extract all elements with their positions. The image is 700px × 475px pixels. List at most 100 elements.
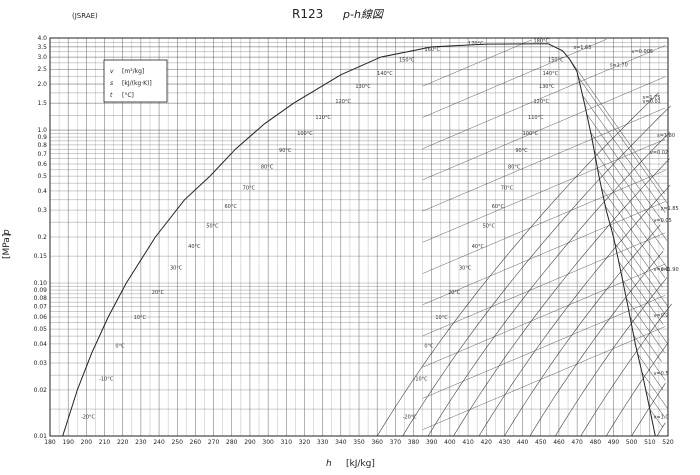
isotherm-label: 30°C [459, 265, 472, 271]
x-tick-label: 370 [390, 439, 402, 446]
isotherm-line [618, 261, 664, 325]
isotherm-label: 150°C [548, 58, 564, 64]
x-tick-label: 430 [499, 439, 511, 446]
isotherm-label: 120°C [533, 99, 549, 105]
y-tick-label: 3.5 [37, 44, 47, 51]
saturated-liquid-line [62, 43, 549, 437]
legend-frame [103, 59, 168, 103]
isochore-line [422, 139, 666, 243]
isentrope-line [427, 132, 670, 437]
isotherm-label: 90°C [515, 148, 528, 154]
y-axis-symbol: p [2, 229, 12, 236]
legend-v-symbol: v [110, 68, 114, 75]
y-tick-label: 0.10 [34, 280, 48, 287]
isentrope-label: s=1.80 [657, 133, 675, 139]
isotherm-line [626, 298, 665, 353]
x-tick-label: 400 [444, 439, 456, 446]
isotherm-line [629, 316, 663, 363]
isochore-label: v=1.0 [653, 415, 668, 421]
isotherm-line [633, 335, 666, 381]
isotherm-line [641, 372, 668, 409]
x-tick-label: 300 [262, 439, 274, 446]
x-tick-label: 460 [553, 439, 565, 446]
x-tick-label: 440 [517, 439, 529, 446]
isotherm-label: 0°C [424, 343, 434, 349]
isentrope-line [453, 158, 670, 437]
isotherm-label: 40°C [188, 244, 201, 250]
x-tick-label: 360 [371, 439, 383, 446]
isochore-line [422, 201, 666, 305]
isochore-line [422, 232, 666, 337]
saturated-vapor-line [547, 43, 656, 437]
isotherm-line [645, 390, 666, 418]
isotherm-label: 10°C [134, 315, 147, 321]
isentrope-line [631, 383, 666, 437]
isentrope-label: s=1.70 [610, 63, 628, 69]
isentrope-line [580, 303, 672, 437]
isochore-label: v=0.02 [650, 150, 668, 156]
y-tick-label: 0.08 [34, 295, 48, 302]
isotherm-label: 20°C [152, 290, 165, 296]
isentrope-label: s=1.90 [661, 267, 679, 273]
isotherm-label: 110°C [315, 115, 331, 121]
isotherm-label: 50°C [483, 224, 496, 230]
y-tick-label: 0.15 [34, 253, 48, 260]
y-tick-label: 0.02 [34, 387, 48, 394]
isentrope-line [555, 277, 668, 437]
legend-t-unit: [°C] [122, 92, 134, 99]
isotherm-label: 30°C [170, 265, 183, 271]
x-tick-label: 270 [208, 439, 220, 446]
x-tick-label: 290 [244, 439, 256, 446]
y-tick-label: 4.0 [37, 35, 47, 42]
isotherm-label: 70°C [243, 185, 256, 191]
isotherm-label: 150°C [399, 58, 415, 64]
isotherm-line [649, 408, 663, 428]
isochore-line [422, 39, 607, 118]
isotherm-label: 50°C [206, 224, 219, 230]
isentrope-line [605, 343, 668, 437]
chart-title: R123 [292, 7, 323, 21]
legend-t-symbol: t [110, 92, 113, 99]
y-axis-label: p [MPa] [2, 229, 12, 259]
y-tick-label: 0.04 [34, 341, 48, 348]
isotherm-label: 80°C [508, 165, 521, 171]
y-tick-label: 2.0 [37, 81, 47, 88]
x-tick-label: 380 [408, 439, 420, 446]
isochore-line [422, 326, 666, 430]
y-tick-label: 0.06 [34, 314, 48, 321]
isochore-label: v=0.01 [643, 99, 661, 105]
isochore-line [422, 170, 666, 274]
isotherm-label: 80°C [261, 165, 274, 171]
isentrope-label: s=1.65 [573, 45, 591, 51]
x-tick-label: 500 [626, 439, 638, 446]
y-tick-label: 3.0 [37, 54, 47, 61]
x-tick-label: 330 [317, 439, 329, 446]
x-tick-label: 260 [190, 439, 202, 446]
isochore-line [422, 45, 666, 149]
isentrope-line [376, 92, 659, 437]
isotherm-label: 140°C [543, 71, 559, 77]
isotherm-label: -20°C [403, 415, 418, 421]
isotherm-label: 70°C [501, 185, 514, 191]
y-tick-label: 0.07 [34, 304, 48, 311]
isochore-label: v=0.05 [653, 218, 671, 224]
x-tick-label: 480 [590, 439, 602, 446]
isotherm-label: 90°C [279, 148, 292, 154]
isochore-label: v=0.5 [653, 371, 668, 377]
isotherm-label: -20°C [81, 415, 96, 421]
property-lines [376, 39, 672, 437]
isentrope-line [504, 224, 661, 437]
isotherm-label: 180°C [533, 38, 549, 44]
x-tick-label: 490 [608, 439, 620, 446]
isotherm-line [586, 113, 664, 223]
y-tick-label: 0.05 [34, 326, 48, 333]
x-tick-label: 340 [335, 439, 347, 446]
x-tick-label: 190 [62, 439, 74, 446]
isotherm-label: -10°C [99, 377, 114, 383]
x-tick-label: 320 [299, 439, 311, 446]
isentrope-line [478, 184, 671, 437]
isotherm-line [597, 169, 668, 269]
y-tick-label: 1.0 [37, 127, 47, 134]
isotherm-label: 100°C [297, 131, 313, 137]
